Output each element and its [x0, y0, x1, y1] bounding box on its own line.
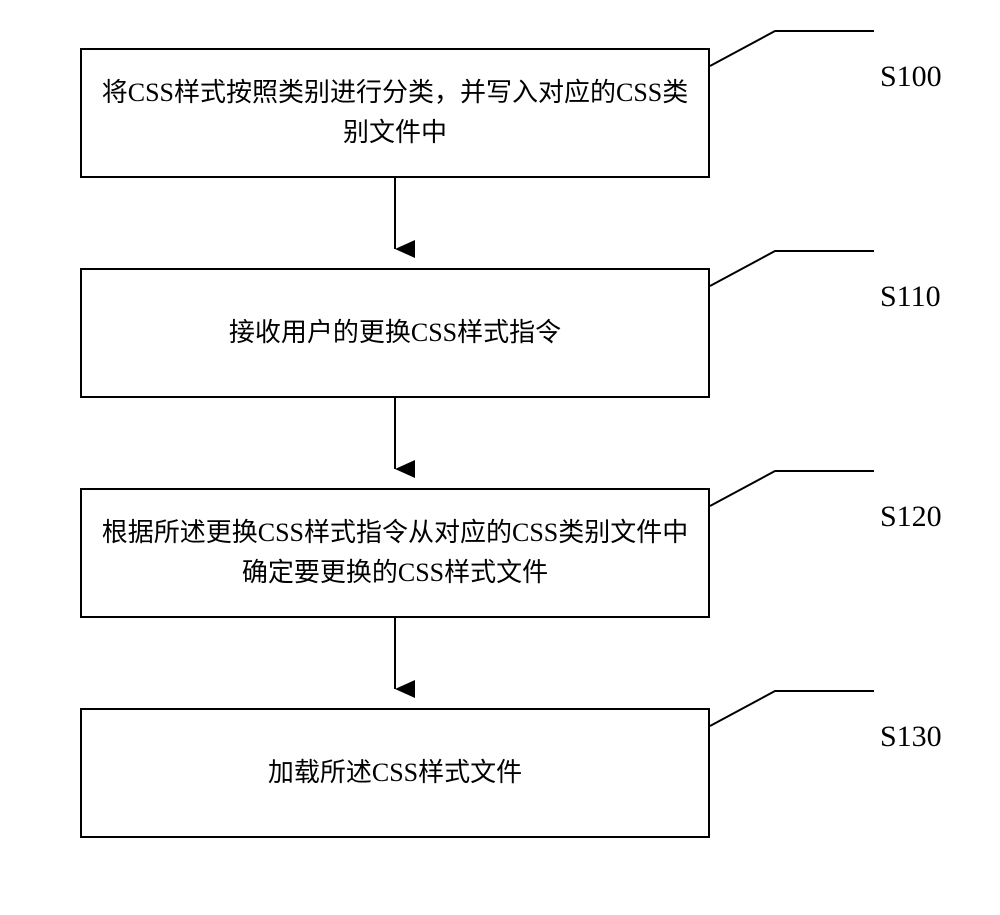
step-label-s130: S130 [880, 720, 942, 754]
flow-node-text: 加载所述CSS样式文件 [268, 753, 522, 793]
flow-node-s120: 根据所述更换CSS样式指令从对应的CSS类别文件中确定要更换的CSS样式文件 [80, 488, 710, 618]
flowchart-canvas: 将CSS样式按照类别进行分类，并写入对应的CSS类别文件中 接收用户的更换CSS… [0, 0, 1000, 915]
step-label-text: S100 [880, 60, 942, 93]
flow-node-s100: 将CSS样式按照类别进行分类，并写入对应的CSS类别文件中 [80, 48, 710, 178]
step-label-text: S120 [880, 500, 942, 533]
leader-line [710, 31, 874, 66]
flow-node-s130: 加载所述CSS样式文件 [80, 708, 710, 838]
leader-line [710, 691, 874, 726]
step-label-s120: S120 [880, 500, 942, 534]
step-label-s110: S110 [880, 280, 941, 314]
step-label-s100: S100 [880, 60, 942, 94]
leader-line [710, 251, 874, 286]
flow-node-text: 将CSS样式按照类别进行分类，并写入对应的CSS类别文件中 [90, 73, 700, 154]
flow-node-text: 根据所述更换CSS样式指令从对应的CSS类别文件中确定要更换的CSS样式文件 [90, 513, 700, 594]
step-label-text: S130 [880, 720, 942, 753]
flow-node-s110: 接收用户的更换CSS样式指令 [80, 268, 710, 398]
step-label-text: S110 [880, 280, 941, 313]
flow-node-text: 接收用户的更换CSS样式指令 [229, 313, 561, 353]
leader-line [710, 471, 874, 506]
